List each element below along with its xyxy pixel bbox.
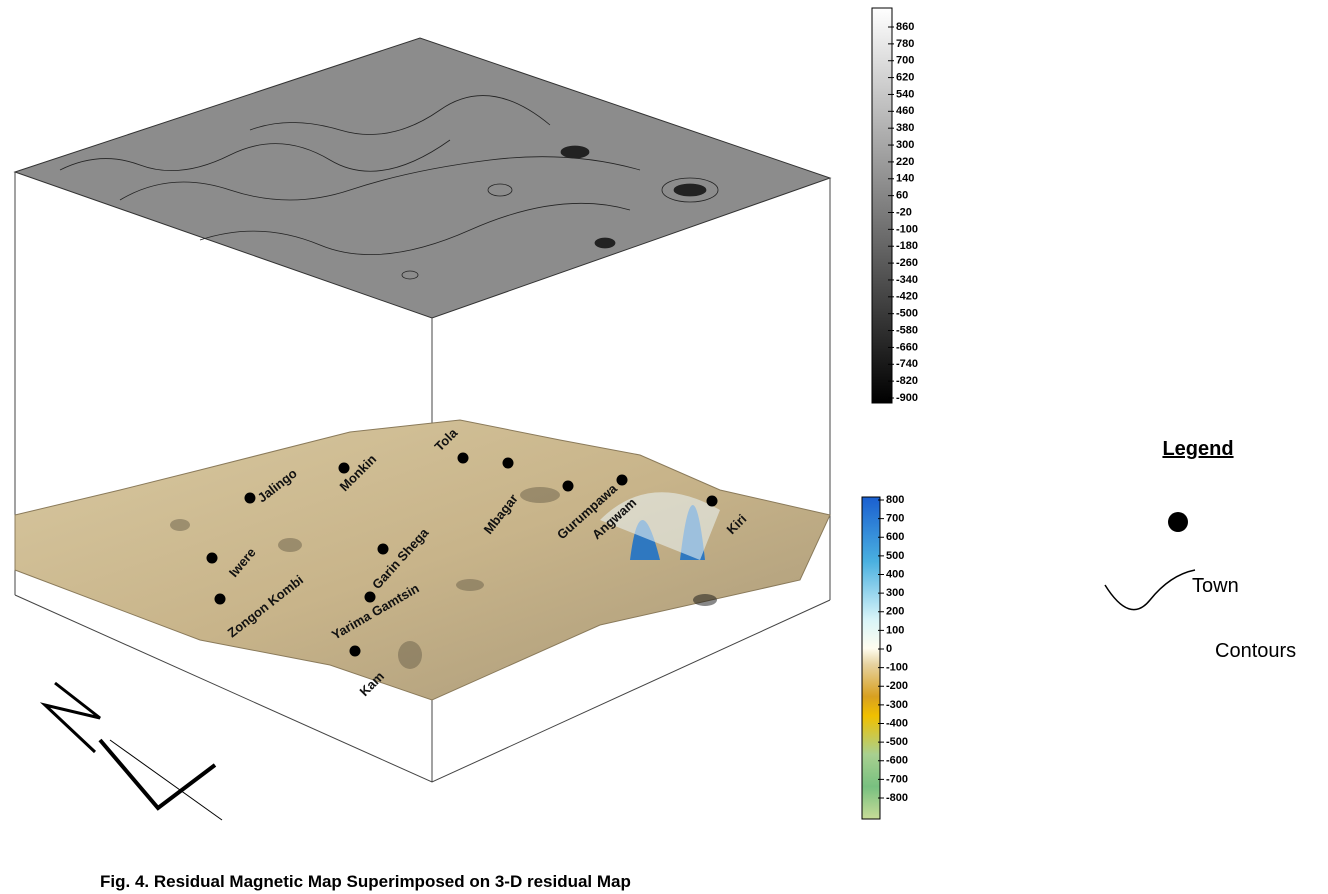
colorbar-tick-label: 380 — [896, 122, 914, 134]
colorbar-tick-label: 300 — [896, 139, 914, 151]
town-dot — [563, 481, 574, 492]
town-dot — [707, 496, 718, 507]
town-dot — [365, 592, 376, 603]
colorbar-tick-label: -340 — [896, 274, 918, 286]
colorbar-tick-label: 140 — [896, 173, 914, 185]
legend-item: Contours — [1215, 640, 1296, 662]
colorbar-tick-label: 860 — [896, 21, 914, 33]
colorbar-tick-label: -200 — [886, 680, 908, 692]
colorbar-tick-label: 600 — [886, 531, 904, 543]
colorbar-tick-label: -660 — [896, 341, 918, 353]
town-dot — [503, 458, 514, 469]
colorbar-tick-label: -580 — [896, 324, 918, 336]
colorbar-tick-label: 700 — [896, 55, 914, 67]
colorbar-tick-label: -180 — [896, 240, 918, 252]
colorbar-tick-label: 0 — [886, 643, 892, 655]
caption: Fig. 4. Residual Magnetic Map Superimpos… — [100, 872, 631, 891]
colorbar-tick-label: 300 — [886, 587, 904, 599]
figure: JalingoMonkinTolaMbagarGurumpawaAngwamKi… — [0, 0, 1328, 894]
colorbar-tick-label: -820 — [896, 375, 918, 387]
town-dot — [350, 646, 361, 657]
colorbar-tick-label: 60 — [896, 190, 908, 202]
town-dot — [215, 594, 226, 605]
colorbar-tick-label: 220 — [896, 156, 914, 168]
colorbar-tick-label: -420 — [896, 291, 918, 303]
colorbar-tick-label: 620 — [896, 71, 914, 83]
contour-map — [15, 38, 830, 318]
colorbar-tick-label: 800 — [886, 494, 904, 506]
legend-title: Legend — [1162, 438, 1233, 460]
colorbar-tick-label: 100 — [886, 624, 904, 636]
terrain-surface — [15, 420, 830, 700]
colorbar-tick-label: 200 — [886, 606, 904, 618]
town-dot — [378, 544, 389, 555]
colorbar-tick-label: 460 — [896, 105, 914, 117]
contour-colorbar — [872, 8, 892, 403]
colorbar-tick-label: -100 — [896, 223, 918, 235]
north-arrow — [45, 683, 222, 820]
legend-town-symbol — [1168, 512, 1188, 532]
colorbar-tick-label: -400 — [886, 717, 908, 729]
colorbar-tick-label: -500 — [886, 736, 908, 748]
colorbar-tick-label: -900 — [896, 392, 918, 404]
colorbar-tick-label: -740 — [896, 358, 918, 370]
colorbar-tick-label: -260 — [896, 257, 918, 269]
legend-item: Town — [1192, 575, 1239, 597]
colorbar-tick-label: 400 — [886, 568, 904, 580]
surface-colorbar — [862, 497, 880, 819]
colorbar-tick-label: -700 — [886, 773, 908, 785]
colorbar-tick-label: -300 — [886, 699, 908, 711]
legend-contour-symbol — [1105, 570, 1195, 610]
colorbar-tick-label: -600 — [886, 755, 908, 767]
colorbar-tick-label: 540 — [896, 88, 914, 100]
town-dot — [458, 453, 469, 464]
colorbar-tick-label: -500 — [896, 308, 918, 320]
colorbar-tick-label: 500 — [886, 550, 904, 562]
colorbar-tick-label: 700 — [886, 513, 904, 525]
figure-canvas: JalingoMonkinTolaMbagarGurumpawaAngwamKi… — [0, 0, 1328, 894]
colorbar-tick-label: 780 — [896, 38, 914, 50]
colorbar-tick-label: -800 — [886, 792, 908, 804]
town-dot — [617, 475, 628, 486]
colorbar-tick-label: -100 — [886, 662, 908, 674]
town-dot — [207, 553, 218, 564]
colorbar-tick-label: -20 — [896, 206, 912, 218]
